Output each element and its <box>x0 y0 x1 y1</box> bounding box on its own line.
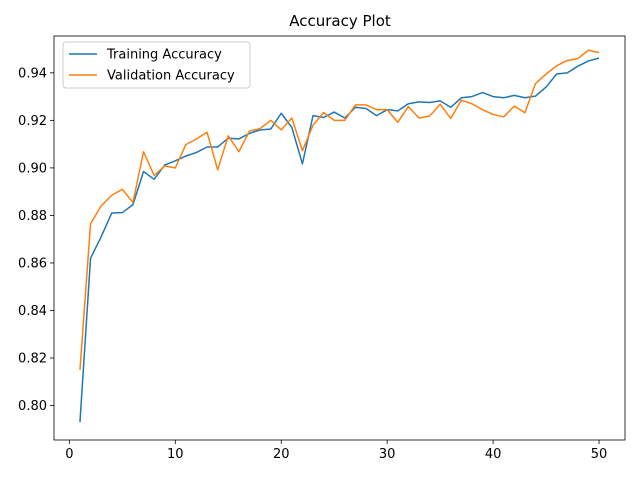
series-line-training-accuracy <box>79 57 600 423</box>
y-tick-label: 0.82 <box>18 352 47 367</box>
y-tick-label: 0.86 <box>18 256 47 271</box>
plot-area: 0 10 20 30 40 50 0.80 0.82 0.84 0.86 0.88 0.90 0.92 0… <box>18 35 626 462</box>
y-tick-label: 0.94 <box>18 66 47 81</box>
legend-label: Validation Accuracy <box>107 69 235 84</box>
x-tick-label: 40 <box>485 447 502 462</box>
x-tick-label: 30 <box>379 447 396 462</box>
x-tick-label: 20 <box>273 447 290 462</box>
y-tick-label: 0.84 <box>18 304 47 319</box>
x-tick-label: 0 <box>65 447 73 462</box>
x-tick-label: 10 <box>167 447 184 462</box>
y-tick-label: 0.90 <box>18 161 47 176</box>
legend-box <box>62 41 251 89</box>
y-tick-label: 0.92 <box>18 114 47 129</box>
series-line-validation-accuracy <box>79 49 600 370</box>
y-tick-label: 0.88 <box>18 209 47 224</box>
chart-title: Accuracy Plot <box>289 12 391 30</box>
x-tick-label: 50 <box>591 447 608 462</box>
legend: Training Accuracy Validation Accuracy <box>62 41 251 89</box>
y-tick-label: 0.80 <box>18 399 47 414</box>
legend-label: Training Accuracy <box>106 48 222 63</box>
axes-frame <box>53 35 626 441</box>
